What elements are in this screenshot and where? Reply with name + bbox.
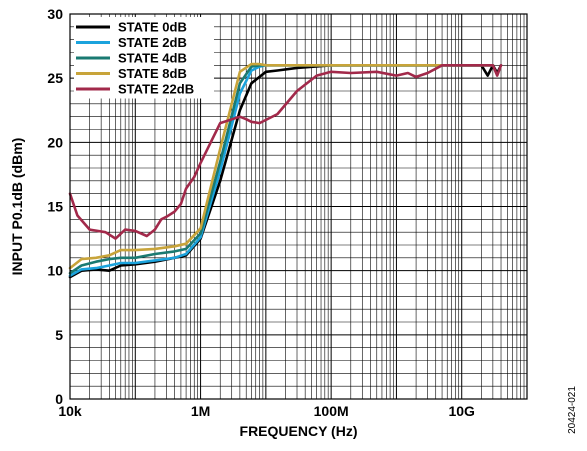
x-tick-label: 100M [314,403,349,419]
y-tick-labels: 0 5 10 15 20 25 30 [47,6,63,407]
y-tick-label: 30 [47,6,63,22]
series-lines [68,62,503,279]
y-tick-label: 15 [47,199,63,215]
y-tick-label: 5 [55,327,63,343]
x-tick-label: 10k [58,403,82,419]
y-tick-label: 25 [47,70,63,86]
y-axis-label: INPUT P0.1dB (dBm) [9,138,25,276]
y-tick-label: 10 [47,263,63,279]
series-line-3 [68,62,495,270]
x-axis-label: FREQUENCY (Hz) [240,423,358,439]
legend-label: STATE 4dB [118,51,187,66]
y-tick-label: 20 [47,134,63,150]
figure-id: 20424-021 [567,386,578,434]
x-tick-labels: 10k 1M 100M 10G [58,403,475,419]
y-tick-label: 0 [55,391,63,407]
legend-label: STATE 8dB [118,66,187,81]
legend-label: STATE 22dB [118,82,194,97]
x-tick-label: 10G [448,403,475,419]
legend-label: STATE 2dB [118,35,187,50]
plot-frame [69,13,528,400]
series-line-4 [68,64,503,240]
legend-label: STATE 0dB [118,20,187,35]
x-tick-label: 1M [191,403,210,419]
